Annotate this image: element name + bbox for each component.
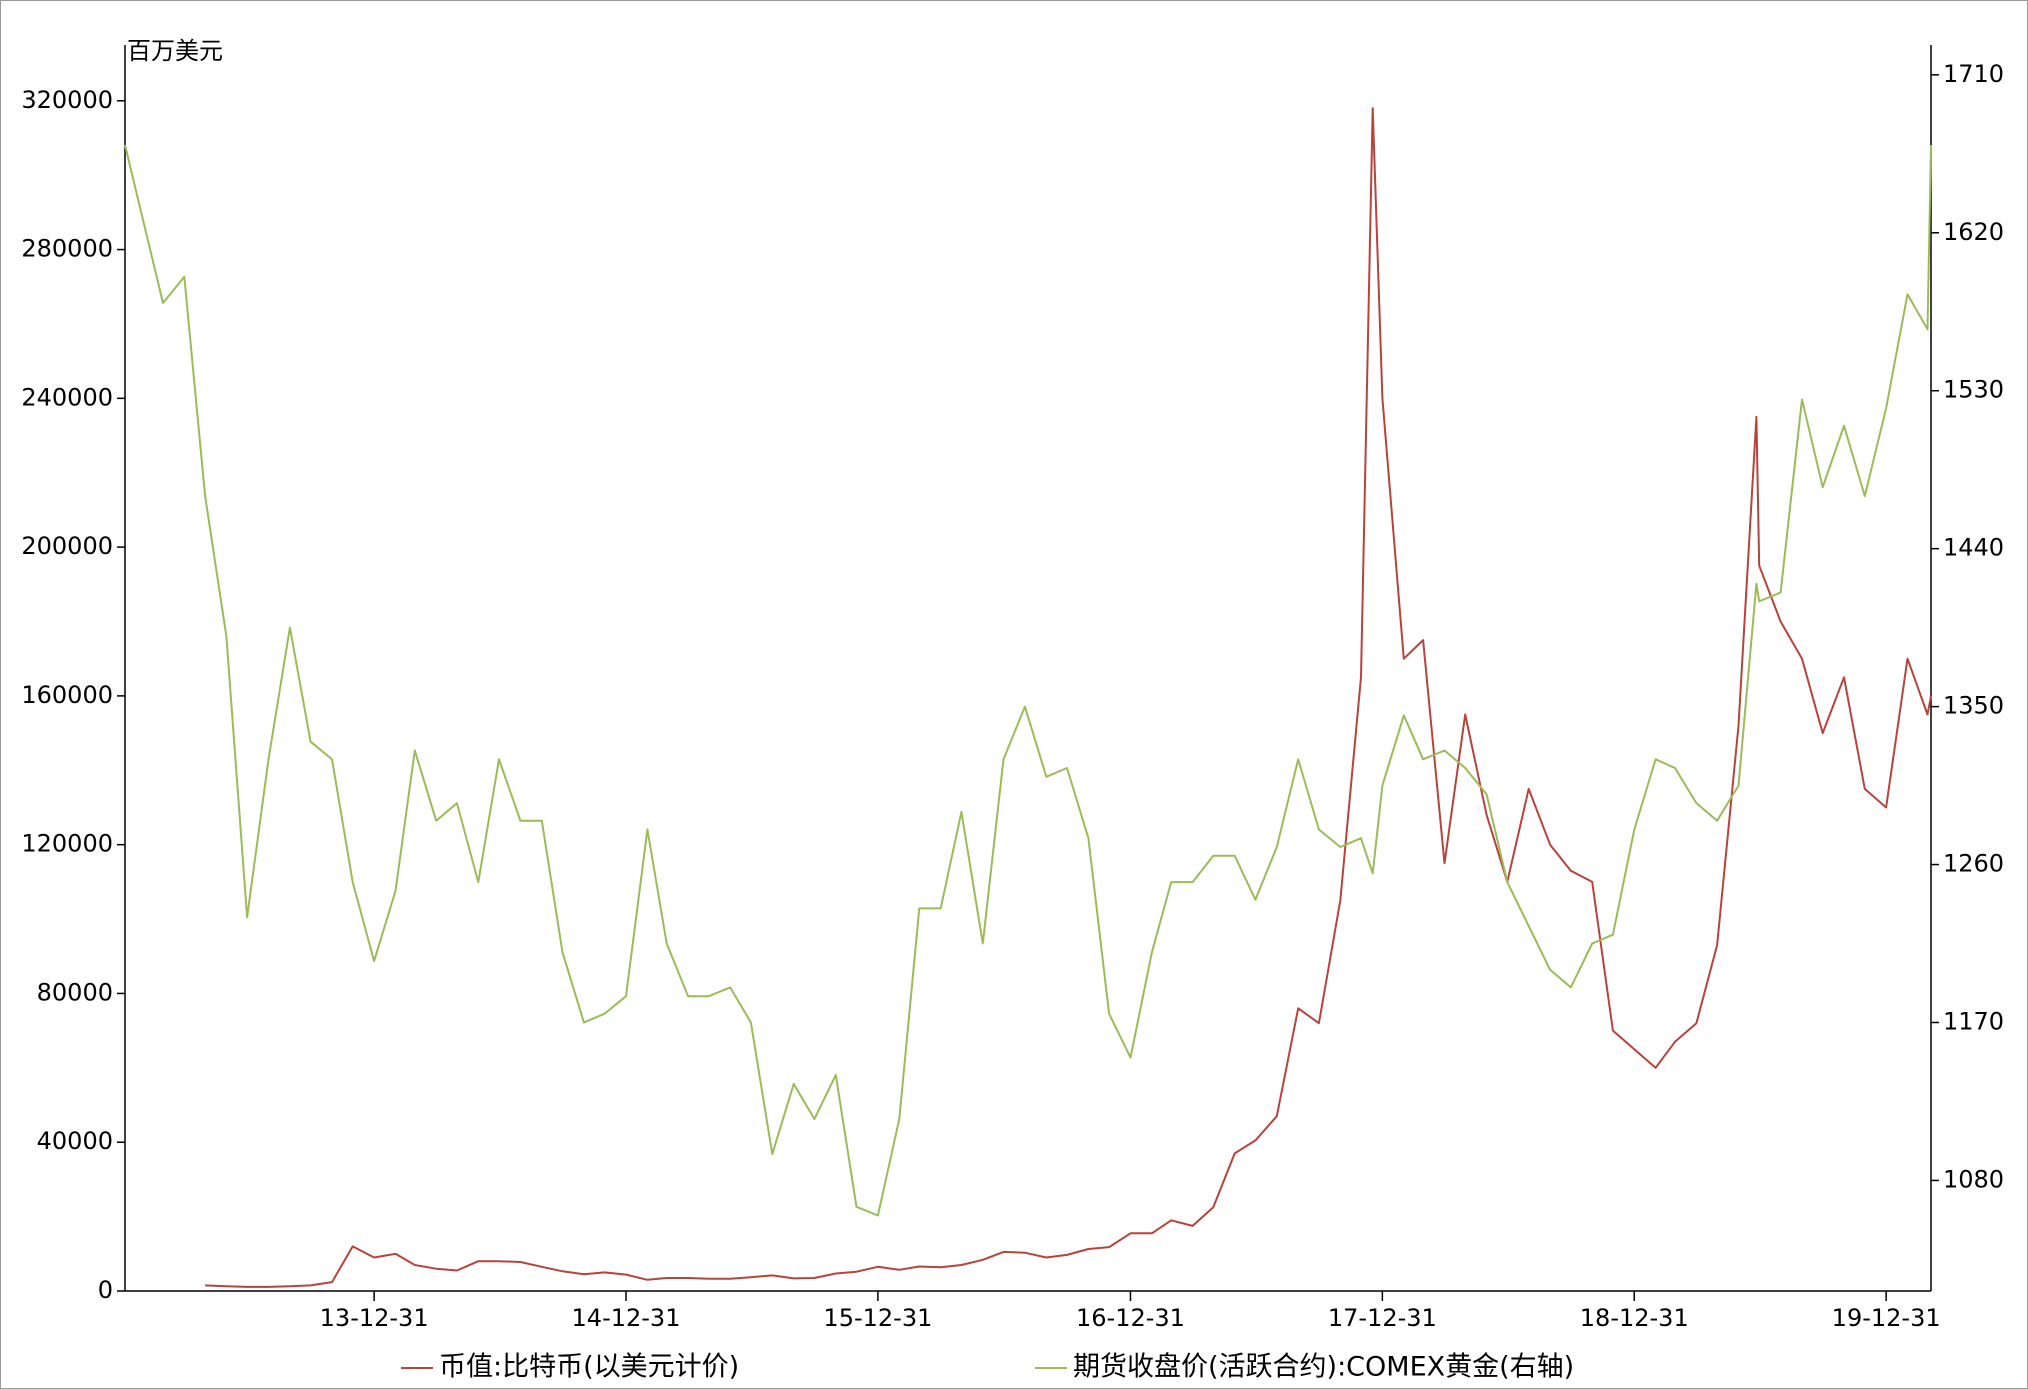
- legend-label: 期货收盘价(活跃合约):COMEX黄金(右轴): [1073, 1352, 1574, 1383]
- x-tick-label: 18-12-31: [1580, 1304, 1689, 1332]
- y-tick-label: 240000: [21, 383, 113, 411]
- y2-tick-label: 1620: [1943, 218, 2004, 246]
- y-tick-label: 320000: [21, 86, 113, 114]
- y-tick-label: 200000: [21, 532, 113, 560]
- y-tick-label: 280000: [21, 235, 113, 263]
- y-tick-label: 120000: [21, 830, 113, 858]
- y2-tick-label: 1440: [1943, 534, 2004, 562]
- x-tick-label: 16-12-31: [1076, 1304, 1185, 1332]
- y-axis-unit: 百万美元: [127, 37, 223, 65]
- y2-tick-label: 1260: [1943, 850, 2004, 878]
- y-tick-label: 40000: [37, 1127, 113, 1155]
- y2-tick-label: 1080: [1943, 1165, 2004, 1193]
- x-tick-label: 13-12-31: [320, 1304, 429, 1332]
- x-tick-label: 14-12-31: [572, 1304, 681, 1332]
- series-line: [124, 144, 1932, 1217]
- y2-tick-label: 1170: [1943, 1007, 2004, 1035]
- y2-tick-label: 1710: [1943, 60, 2004, 88]
- y2-tick-label: 1530: [1943, 376, 2004, 404]
- x-tick-label: 19-12-31: [1832, 1304, 1941, 1332]
- y-tick-label: 0: [98, 1276, 113, 1304]
- y2-tick-label: 1350: [1943, 692, 2004, 720]
- x-tick-label: 15-12-31: [823, 1304, 932, 1332]
- series-line: [205, 107, 1932, 1288]
- legend-label: 币值:比特币(以美元计价): [439, 1352, 739, 1383]
- y-tick-label: 160000: [21, 681, 113, 709]
- y-tick-label: 80000: [37, 978, 113, 1006]
- x-tick-label: 17-12-31: [1328, 1304, 1437, 1332]
